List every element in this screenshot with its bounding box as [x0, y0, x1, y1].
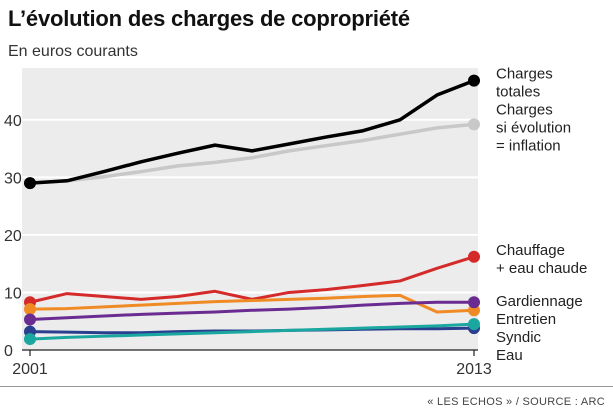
series-start-point-4 — [24, 303, 36, 316]
series-label-6: Eau — [496, 347, 523, 364]
chart-subtitle: En euros courants — [8, 43, 138, 60]
series-line-0 — [28, 78, 476, 185]
series-line-1 — [28, 122, 476, 185]
series-end-point-0 — [468, 74, 480, 87]
series-end-point-3 — [468, 296, 480, 309]
chart-title: L’évolution des charges de copropriété — [8, 6, 410, 31]
y-axis-ticks: 0 10 20 30 40 — [4, 113, 22, 360]
series-start-point-5 — [24, 333, 36, 346]
series-end-point-2 — [468, 250, 480, 263]
series-label-3: Gardiennage — [496, 293, 583, 310]
y-tick-label: 40 — [4, 113, 22, 130]
series-line-4 — [28, 293, 476, 314]
y-tick-label: 10 — [4, 285, 22, 302]
series-label-2: Chauffage — [496, 242, 565, 259]
series-line-5 — [28, 322, 476, 341]
y-tick-label: 20 — [4, 228, 22, 245]
series-end-point-5 — [468, 318, 480, 331]
series-label-5: Syndic — [496, 329, 542, 346]
series-label-4: Entretien — [496, 311, 556, 328]
x-tick-label: 2001 — [12, 361, 48, 378]
series-label-1: Charges — [496, 102, 553, 119]
series-group — [24, 74, 480, 346]
series-label-0: totales — [496, 84, 540, 101]
y-tick-label: 0 — [4, 343, 13, 360]
series-label-1: si évolution — [496, 120, 571, 137]
series-label-0: Charges — [496, 66, 553, 83]
series-end-point-1 — [468, 118, 480, 131]
source-credit: « LES ECHOS » / SOURCE : ARC — [427, 396, 605, 408]
series-label-2: + eau chaude — [496, 260, 587, 277]
footer-divider — [0, 386, 613, 387]
y-tick-label: 30 — [4, 170, 22, 187]
x-axis-ticks: 2001 2013 — [12, 350, 492, 378]
series-start-point-0 — [24, 177, 36, 190]
x-tick-label: 2013 — [456, 361, 492, 378]
series-start-point-3 — [24, 313, 36, 326]
series-line-3 — [28, 300, 476, 321]
series-label-1: = inflation — [496, 138, 561, 155]
